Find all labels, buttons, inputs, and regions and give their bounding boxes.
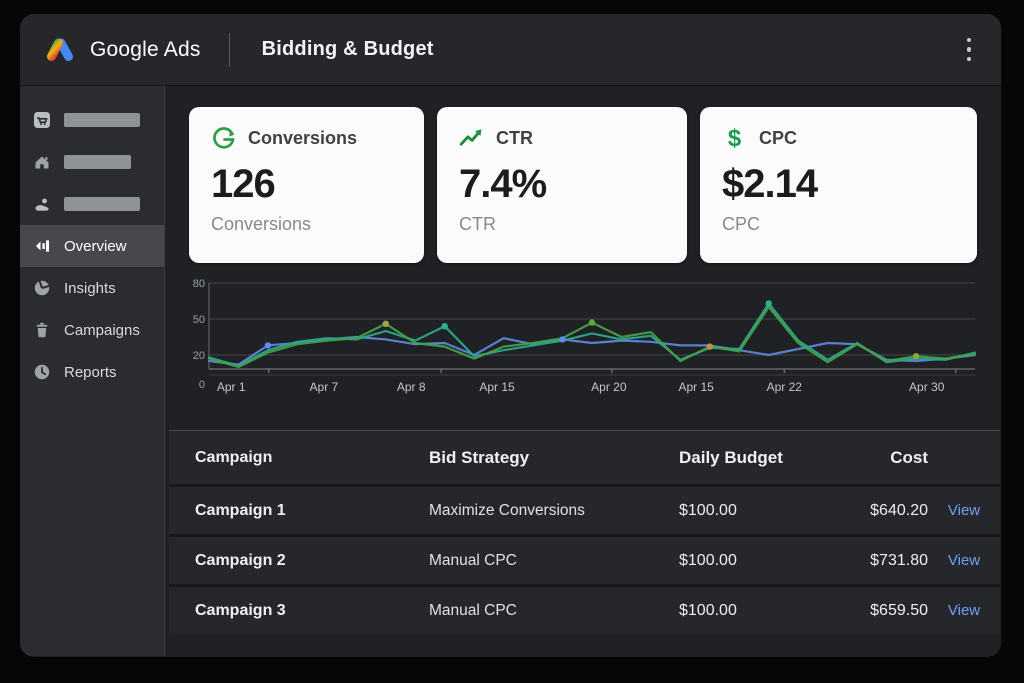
card-header: Conversions bbox=[248, 128, 358, 148]
sidebar-item-insights[interactable]: Insights bbox=[20, 267, 164, 309]
cart-icon bbox=[34, 112, 50, 128]
page-title: Bidding & Budget bbox=[261, 38, 434, 60]
placeholder-bar bbox=[64, 113, 140, 127]
card-header: CPC bbox=[759, 128, 798, 148]
table-row: Campaign 3 Manual CPC $100.00 $659.50 View bbox=[169, 584, 1000, 634]
bid-strategy-cell: Manual CPC bbox=[429, 601, 517, 619]
card-value: 7.4% bbox=[459, 162, 547, 206]
svg-text:Apr 15: Apr 15 bbox=[678, 380, 714, 394]
sidebar-item-placeholder-1[interactable] bbox=[20, 99, 164, 141]
svg-text:Apr 20: Apr 20 bbox=[591, 380, 627, 394]
conversions-goal-icon bbox=[213, 127, 235, 149]
card-value: $2.14 bbox=[722, 162, 818, 206]
table-body: Campaign 1 Maximize Conversions $100.00 $64… bbox=[169, 484, 1000, 634]
card-sublabel: CPC bbox=[722, 214, 761, 234]
google-ads-logo-icon bbox=[47, 38, 73, 61]
cost-cell: $640.20 bbox=[870, 501, 928, 519]
campaign-name-cell: Campaign 2 bbox=[195, 551, 286, 569]
view-link[interactable]: View bbox=[947, 551, 981, 569]
signal-icon bbox=[36, 240, 49, 252]
table-header-row: Campaign Bid Strategy Daily Budget Cost bbox=[169, 430, 1000, 484]
sidebar-item-campaigns[interactable]: Campaigns bbox=[20, 309, 164, 351]
metric-cards-row: Conversions 126 Conversions CTR 7.4% CTR bbox=[189, 107, 1001, 263]
svg-text:$: $ bbox=[728, 126, 741, 151]
daily-budget-cell: $100.00 bbox=[679, 501, 737, 519]
placeholder-bar bbox=[64, 155, 131, 169]
sidebar-item-overview[interactable]: Overview bbox=[20, 225, 164, 267]
table-row: Campaign 2 Manual CPC $100.00 $731.80 View bbox=[169, 534, 1000, 584]
dollar-icon: $ bbox=[728, 126, 741, 151]
brand-name: Google Ads bbox=[90, 37, 201, 61]
daily-budget-cell: $100.00 bbox=[679, 601, 737, 619]
daily-budget-cell: $100.00 bbox=[679, 551, 737, 569]
conversions-card: Conversions 126 Conversions bbox=[189, 107, 424, 263]
topbar-divider bbox=[228, 32, 230, 67]
campaign-name-cell: Campaign 1 bbox=[195, 501, 286, 519]
svg-text:50: 50 bbox=[193, 314, 205, 326]
column-header-bid-strategy: Bid Strategy bbox=[429, 447, 530, 467]
view-link[interactable]: View bbox=[947, 501, 981, 519]
svg-text:Apr 30: Apr 30 bbox=[909, 380, 945, 394]
svg-text:Apr 15: Apr 15 bbox=[479, 380, 515, 394]
card-sublabel: Conversions bbox=[211, 214, 312, 234]
card-header: CTR bbox=[496, 128, 533, 148]
svg-text:20: 20 bbox=[193, 350, 205, 362]
trash-icon bbox=[36, 322, 48, 338]
app-window: Google Ads Bidding & Budget bbox=[20, 14, 1001, 657]
clock-icon bbox=[34, 364, 50, 380]
column-header-cost: Cost bbox=[890, 447, 928, 467]
svg-text:Apr 8: Apr 8 bbox=[397, 380, 426, 394]
bid-strategy-cell: Maximize Conversions bbox=[429, 501, 585, 519]
cost-cell: $659.50 bbox=[870, 601, 928, 619]
card-sublabel: CTR bbox=[459, 214, 496, 234]
sidebar-item-label: Overview bbox=[64, 237, 127, 255]
sidebar-item-label: Insights bbox=[64, 279, 116, 297]
table-row: Campaign 1 Maximize Conversions $100.00 $64… bbox=[169, 484, 1000, 534]
column-header-campaign: Campaign bbox=[195, 448, 273, 466]
trend-up-icon bbox=[459, 129, 482, 146]
svg-text:Apr 1: Apr 1 bbox=[217, 380, 246, 394]
placeholder-bar bbox=[64, 197, 140, 211]
campaigns-table: Campaign Bid Strategy Daily Budget Cost … bbox=[169, 430, 1000, 634]
sidebar-item-label: Campaigns bbox=[64, 321, 140, 339]
sidebar-item-label: Reports bbox=[64, 363, 117, 381]
home-icon bbox=[35, 156, 49, 169]
performance-chart: 80 50 20 0 Apr 1 Apr 7 Apr 8 Apr 15 Apr 20 Apr 15… bbox=[189, 272, 1001, 402]
sidebar: Overview Insights Campaigns bbox=[20, 86, 165, 656]
svg-text:Apr 7: Apr 7 bbox=[310, 380, 339, 394]
main-content: Conversions 126 Conversions CTR 7.4% CTR bbox=[165, 86, 1001, 656]
cost-cell: $731.80 bbox=[870, 551, 928, 569]
svg-text:80: 80 bbox=[193, 278, 205, 290]
card-value: 126 bbox=[211, 162, 276, 206]
campaign-name-cell: Campaign 3 bbox=[195, 601, 286, 619]
view-link[interactable]: View bbox=[947, 601, 981, 619]
hand-icon bbox=[35, 198, 49, 211]
top-bar: Google Ads Bidding & Budget bbox=[20, 14, 1001, 86]
column-header-daily-budget: Daily Budget bbox=[679, 447, 783, 467]
svg-text:0: 0 bbox=[199, 379, 205, 391]
sidebar-item-reports[interactable]: Reports bbox=[20, 351, 164, 393]
pie-chart-icon bbox=[34, 280, 50, 296]
bid-strategy-cell: Manual CPC bbox=[429, 551, 517, 569]
sidebar-item-placeholder-2[interactable] bbox=[20, 141, 164, 183]
cpc-card: $ CPC $2.14 CPC bbox=[700, 107, 977, 263]
sidebar-item-placeholder-3[interactable] bbox=[20, 183, 164, 225]
ctr-card: CTR 7.4% CTR bbox=[437, 107, 687, 263]
svg-text:Apr 22: Apr 22 bbox=[767, 380, 803, 394]
more-options-icon[interactable] bbox=[961, 32, 978, 68]
